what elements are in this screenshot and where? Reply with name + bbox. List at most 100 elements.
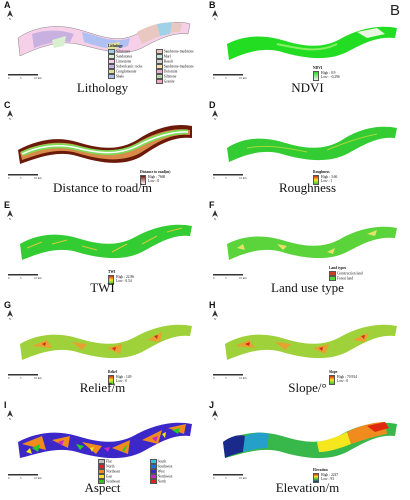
elevation-map xyxy=(223,422,397,459)
legend-item: Siltstones xyxy=(108,48,152,54)
svg-text:N: N xyxy=(9,417,12,420)
north-arrow-icon: N xyxy=(212,110,218,120)
svg-text:5: 5 xyxy=(20,376,22,380)
legend-ramp: High : 70.934 Low : 0 xyxy=(329,374,389,385)
svg-text:N: N xyxy=(9,117,12,120)
legend-title: TWI xyxy=(108,270,116,274)
svg-text:10 km: 10 km xyxy=(239,176,247,180)
legend-title: Roughness xyxy=(313,170,330,174)
panel-aspect: I N Flat South North Southwest Northeast… xyxy=(0,400,205,500)
panel-caption: Distance to road/m xyxy=(53,180,152,195)
legend-items: Flat South North Southwest Northeast Wes… xyxy=(98,459,198,484)
panel-letter: D xyxy=(209,100,216,110)
north-arrow-icon: N xyxy=(212,310,218,320)
panel-roughness: D N Roughness High : 3.66 Low : 1 0 5 10 … xyxy=(205,100,410,200)
legend-high: High : 7668 xyxy=(148,174,166,179)
panel-caption: TWI xyxy=(90,280,115,295)
elevation-legend: Elevation High : 2247 Low : 93 xyxy=(313,468,373,483)
panel-caption: Relief/m xyxy=(79,380,126,395)
ndvi-map xyxy=(227,26,397,60)
north-arrow-icon: N xyxy=(212,210,218,220)
legend-item: Construction land xyxy=(329,270,409,276)
legend-high: High : 70.934 xyxy=(337,374,357,379)
north-arrow-icon: N xyxy=(7,10,13,20)
slope-legend: Slope High : 70.934 Low : 0 xyxy=(329,370,389,385)
svg-text:0: 0 xyxy=(8,176,10,180)
svg-text:N: N xyxy=(214,217,217,220)
legend-title: Land types xyxy=(329,266,347,270)
scale-bar: 0 5 10 km xyxy=(8,274,42,280)
legend-item: Shale xyxy=(108,73,152,79)
land-use-legend: Land types Construction land Forest land xyxy=(329,266,409,281)
panel-caption: NDVI xyxy=(291,80,324,95)
panel-letter: A xyxy=(4,0,11,10)
legend-ramp: High : 0.9 Low : -0.296 xyxy=(313,70,373,81)
legend-item: West xyxy=(149,469,199,474)
road-legend: Distance to road(m) High : 7668 Low : 0 xyxy=(140,170,204,185)
legend-item: Marl xyxy=(155,53,203,59)
svg-text:N: N xyxy=(214,317,217,320)
north-arrow-icon: N xyxy=(212,10,218,20)
legend-item: Sandstones xyxy=(108,53,152,59)
legend-item: Granite xyxy=(155,78,203,84)
aspect-map xyxy=(18,422,192,459)
twi-legend: TWI High : 22.86 Low : 0.54 xyxy=(108,270,168,285)
relief-legend: Relief High : 149 Low : 0 xyxy=(108,370,168,385)
twi-map xyxy=(20,224,192,260)
panel-slope: H N Slope High : 70.934 Low : 0 0 5 10 km… xyxy=(205,300,410,400)
legend-item: East xyxy=(98,474,146,479)
legend-item: Conglomerate xyxy=(108,68,152,74)
legend-ramp: High : 7668 Low : 0 xyxy=(140,174,204,185)
svg-text:N: N xyxy=(214,417,217,420)
panel-caption: Land use type xyxy=(271,280,344,295)
legend-title: Lithology xyxy=(108,44,123,48)
scale-bar: 0 5 10 km xyxy=(213,174,247,180)
legend-high: High : 0.9 xyxy=(321,70,336,75)
svg-text:5: 5 xyxy=(225,176,227,180)
svg-text:0: 0 xyxy=(8,276,10,280)
panel-letter: E xyxy=(4,200,11,210)
svg-text:5: 5 xyxy=(225,476,227,480)
legend-high: High : 149 xyxy=(116,374,132,379)
north-arrow-icon: N xyxy=(7,210,13,220)
legend-ramp: High : 149 Low : 0 xyxy=(108,374,168,385)
roughness-map xyxy=(227,126,397,162)
legend-title: Relief xyxy=(108,370,117,374)
panel-letter: C xyxy=(4,100,11,110)
svg-text:N: N xyxy=(214,117,217,120)
scale-bar: 0 5 10 km xyxy=(8,374,42,380)
legend-item: Basalt xyxy=(155,58,203,64)
panel-caption: Lithology xyxy=(76,80,129,95)
legend-low: Low : 93 xyxy=(321,477,334,482)
legend-item: Siltstone xyxy=(155,73,203,79)
svg-text:10 km: 10 km xyxy=(34,176,42,180)
legend-ramp: High : 2247 Low : 93 xyxy=(313,472,373,483)
legend-item: Sandstone-mudstone xyxy=(155,63,203,69)
scale-bar: 0 5 10 km xyxy=(213,74,247,80)
legend-item: North xyxy=(149,479,199,484)
legend-items: Siltstones Sandstone-mudstone Sandstones… xyxy=(108,48,203,84)
aspect-legend: Flat South North Southwest Northeast Wes… xyxy=(98,459,198,484)
lithology-map xyxy=(17,22,191,57)
legend-item: Subvolcanic rocks xyxy=(108,63,152,69)
north-arrow-icon: N xyxy=(212,410,218,420)
svg-text:5: 5 xyxy=(20,276,22,280)
legend-item: North xyxy=(98,464,146,469)
legend-title: NDVI xyxy=(313,66,323,70)
legend-high: High : 2247 xyxy=(321,472,339,477)
legend-high: High : 3.66 xyxy=(321,174,338,179)
svg-text:N: N xyxy=(9,217,12,220)
north-arrow-icon: N xyxy=(7,410,13,420)
legend-ramp: High : 22.86 Low : 0.54 xyxy=(108,274,168,285)
svg-text:N: N xyxy=(9,317,12,320)
legend-low: Low : 0.54 xyxy=(116,279,132,284)
svg-text:5: 5 xyxy=(225,76,227,80)
legend-high: High : 22.86 xyxy=(116,274,135,279)
legend-item: Flat xyxy=(98,459,146,464)
north-arrow-icon: N xyxy=(7,310,13,320)
legend-item: Sandstone-mudstone xyxy=(155,48,203,54)
svg-text:0: 0 xyxy=(8,376,10,380)
panel-land-use: F N Land types Construction land Forest … xyxy=(205,200,410,300)
panel-letter: H xyxy=(209,300,216,310)
north-arrow-icon: N xyxy=(7,110,13,120)
